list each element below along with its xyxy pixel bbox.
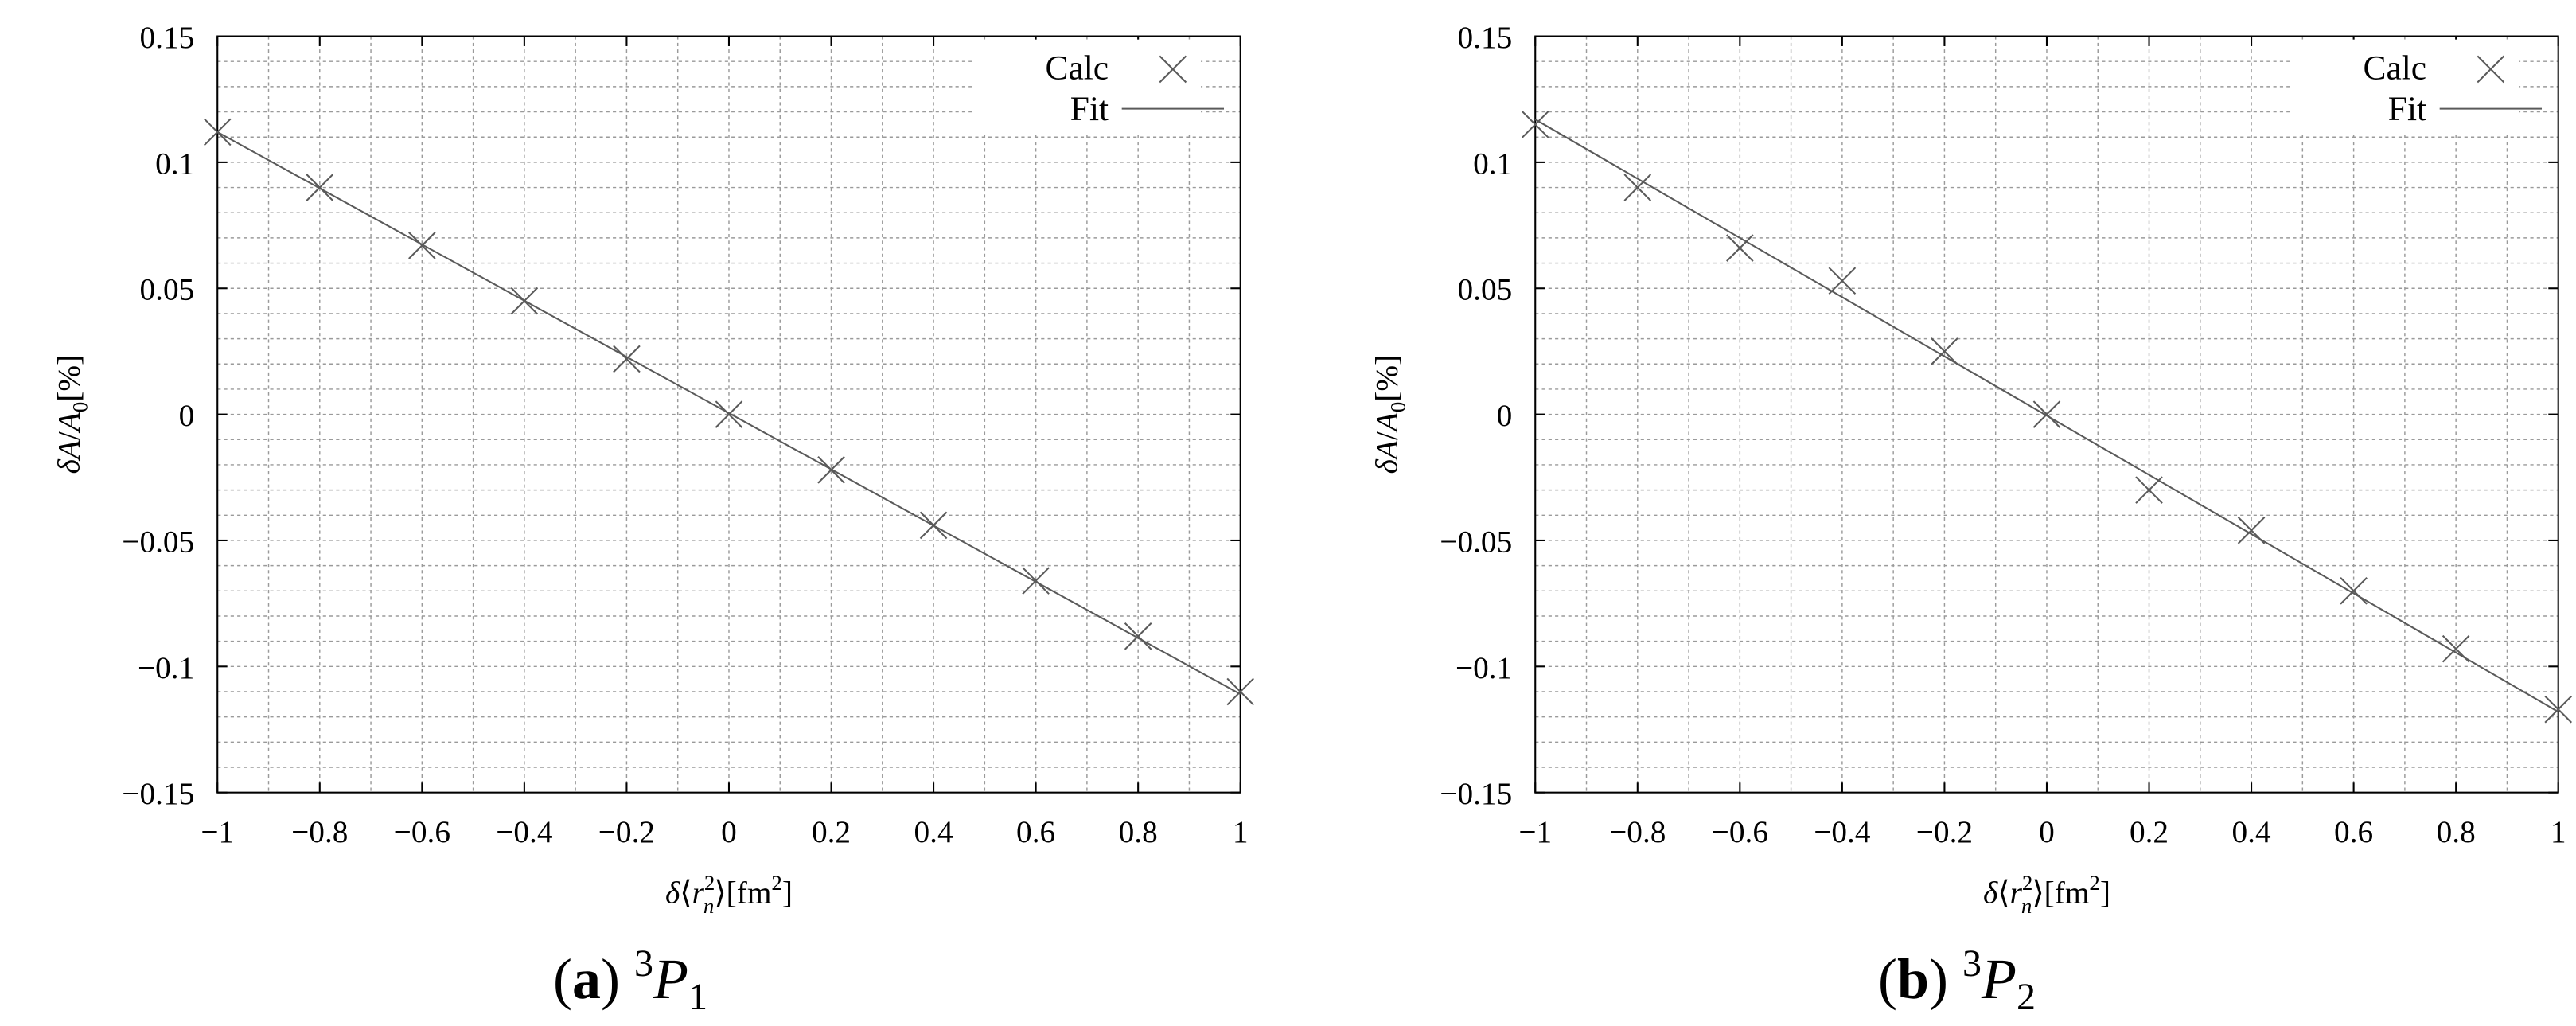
caption-subscript: 1 bbox=[688, 976, 707, 1018]
x-tick-label: 1 bbox=[1233, 814, 1249, 849]
series-calc bbox=[1521, 111, 2573, 724]
fit-line bbox=[216, 131, 1241, 696]
calc-point bbox=[1726, 234, 1754, 262]
x-tick-label: −0.6 bbox=[1712, 814, 1768, 849]
x-tick-label: 0.6 bbox=[1016, 814, 1055, 849]
y-axis-label: δA/A0[%] bbox=[51, 355, 92, 474]
legend-box bbox=[973, 39, 1202, 135]
series-fit bbox=[1534, 119, 2559, 713]
y-axis: 0.15 0.1 0.05 0 −0.05 −0.1 −0.15 bbox=[1440, 20, 2558, 811]
calc-point bbox=[817, 455, 845, 484]
y-tick-label: −0.05 bbox=[1440, 524, 1512, 559]
x-tick-label: 0.4 bbox=[914, 814, 953, 849]
series-fit bbox=[216, 131, 1241, 696]
caption-superscript: 3 bbox=[1962, 942, 1982, 985]
y-tick-label: −0.05 bbox=[122, 524, 194, 559]
calc-point bbox=[1623, 174, 1652, 201]
y-axis-label: δA/A0[%] bbox=[1369, 355, 1409, 474]
calc-point bbox=[2135, 476, 2163, 504]
calc-point bbox=[2544, 695, 2573, 724]
legend-box bbox=[2291, 39, 2519, 135]
x-tick-label: 0.8 bbox=[2437, 814, 2476, 849]
y-tick-label: 0 bbox=[1497, 398, 1513, 433]
x-tick-label: 0 bbox=[721, 814, 737, 849]
x-tick-label: 0 bbox=[2039, 814, 2055, 849]
x-axis: −1 −0.8 −0.6 −0.4 −0.2 0 0.2 0.4 0.6 0.8 1 bbox=[201, 36, 1249, 849]
caption-term: P bbox=[653, 947, 688, 1011]
calc-point bbox=[1124, 622, 1152, 650]
calc-point bbox=[2032, 400, 2061, 428]
x-tick-label: −1 bbox=[1518, 814, 1552, 849]
x-tick-label: −0.2 bbox=[1916, 814, 1973, 849]
y-tick-label: −0.15 bbox=[122, 776, 194, 811]
calc-point bbox=[1226, 677, 1255, 706]
legend-marker-calc bbox=[1159, 55, 1187, 84]
chart-a: −1 −0.8 −0.6 −0.4 −0.2 0 0.2 0.4 0.6 0.8 10.150.10… bbox=[51, 20, 1255, 918]
y-axis: 0.15 0.1 0.05 0 −0.05 −0.1 −0.15 bbox=[122, 20, 1241, 811]
calc-point bbox=[2340, 577, 2368, 605]
caption-label: b bbox=[1896, 947, 1930, 1011]
x-axis-label: δ⟨r2 n⟩[fm2] bbox=[665, 871, 793, 918]
x-axis-label: δ⟨r2 n⟩[fm2] bbox=[1983, 871, 2110, 918]
x-tick-label: −0.6 bbox=[394, 814, 450, 849]
y-tick-label: 0.15 bbox=[139, 20, 194, 55]
caption-term: P bbox=[1982, 947, 2017, 1011]
caption-subscript: 2 bbox=[2017, 976, 2036, 1018]
x-tick-label: −0.8 bbox=[291, 814, 348, 849]
calc-point bbox=[2442, 634, 2470, 663]
x-tick-label: −0.8 bbox=[1609, 814, 1666, 849]
calc-point bbox=[203, 118, 232, 146]
y-tick-label: 0.15 bbox=[1457, 20, 1512, 55]
calc-point bbox=[408, 232, 436, 259]
calc-point bbox=[919, 511, 948, 540]
x-tick-label: 1 bbox=[2551, 814, 2566, 849]
calc-point bbox=[1521, 111, 1549, 138]
x-tick-label: 0.8 bbox=[1119, 814, 1158, 849]
calc-point bbox=[715, 400, 743, 428]
grid bbox=[1535, 36, 2558, 793]
calc-point bbox=[1828, 267, 1857, 295]
series-calc bbox=[203, 118, 1255, 706]
y-tick-label: −0.15 bbox=[1440, 776, 1512, 811]
calc-point bbox=[2237, 516, 2266, 544]
y-tick-label: −0.1 bbox=[138, 650, 194, 685]
caption-superscript: 3 bbox=[633, 942, 653, 985]
y-tick-label: 0.05 bbox=[139, 272, 194, 307]
legend-label-calc: Calc bbox=[1045, 49, 1109, 87]
x-tick-label: −0.4 bbox=[1814, 814, 1871, 849]
x-tick-label: −0.2 bbox=[598, 814, 655, 849]
x-tick-label: 0.4 bbox=[2231, 814, 2270, 849]
calc-point bbox=[1022, 567, 1050, 595]
x-tick-label: 0.2 bbox=[2130, 814, 2169, 849]
x-axis: −1 −0.8 −0.6 −0.4 −0.2 0 0.2 0.4 0.6 0.8 1 bbox=[1518, 36, 2566, 849]
y-tick-label: 0 bbox=[179, 398, 195, 433]
x-tick-label: 0.6 bbox=[2334, 814, 2373, 849]
x-tick-label: −1 bbox=[201, 814, 234, 849]
x-tick-label: 0.2 bbox=[812, 814, 851, 849]
legend-label-fit: Fit bbox=[1070, 90, 1109, 128]
y-tick-label: 0.1 bbox=[1473, 146, 1512, 181]
caption-label: a bbox=[571, 947, 601, 1011]
calc-point bbox=[1931, 337, 1958, 365]
chart-b: −1 −0.8 −0.6 −0.4 −0.2 0 0.2 0.4 0.6 0.8 10.150.10… bbox=[1369, 20, 2573, 918]
caption-b: (b) 3P2 bbox=[1878, 942, 2036, 1018]
y-tick-label: 0.05 bbox=[1457, 272, 1512, 307]
y-tick-label: 0.1 bbox=[155, 146, 194, 181]
calc-point bbox=[306, 174, 334, 201]
x-tick-label: −0.4 bbox=[496, 814, 553, 849]
calc-point bbox=[613, 345, 641, 373]
calc-point bbox=[510, 287, 539, 315]
legend-label-fit: Fit bbox=[2388, 90, 2426, 128]
y-tick-label: −0.1 bbox=[1456, 650, 1512, 685]
legend-label-calc: Calc bbox=[2363, 49, 2426, 87]
legend-marker-calc bbox=[2477, 55, 2505, 84]
caption-a: (a) 3P1 bbox=[553, 942, 707, 1018]
fit-line bbox=[1534, 119, 2559, 713]
